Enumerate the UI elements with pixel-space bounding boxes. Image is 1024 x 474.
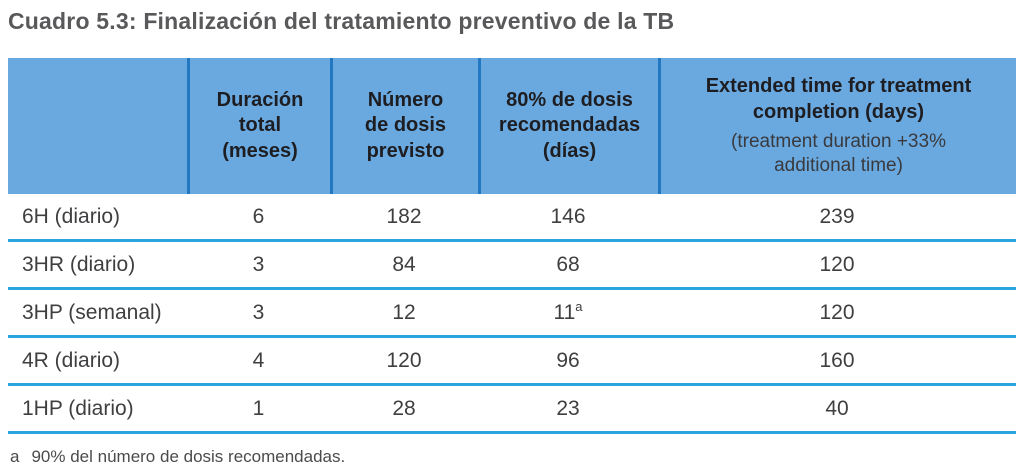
extended-time-cell: 239 xyxy=(819,204,855,228)
treatment-completion-table: Duración total (meses) Número de dosis p… xyxy=(8,58,1016,434)
table-row: 6H (diario) 6 182 146 239 xyxy=(8,194,1016,242)
doses-80pct-cell: 68 xyxy=(478,253,658,277)
header-extended-time-sub: (treatment duration +33% additional time… xyxy=(731,131,946,177)
doses-80pct-cell: 11a xyxy=(478,298,658,325)
footnote-marker: a xyxy=(10,447,20,466)
extended-time-cell: 120 xyxy=(819,300,855,324)
footnote-marker-sup: a xyxy=(575,298,583,314)
extended-time-cell: 160 xyxy=(819,348,855,372)
regimen-cell: 1HP (diario) xyxy=(22,396,134,420)
duration-cell: 1 xyxy=(252,396,265,420)
header-extended-time: Extended time for treatment completion (… xyxy=(658,58,1016,194)
header-doses-planned: Número de dosis previsto xyxy=(330,58,478,194)
doses-80pct-value: 96 xyxy=(556,348,580,372)
header-doses-80pct: 80% de dosis recomendadas (días) xyxy=(478,58,658,194)
doses-80pct-cell: 96 xyxy=(478,349,658,373)
doses-80pct-value: 146 xyxy=(550,204,586,228)
doses-80pct-value: 23 xyxy=(556,396,580,420)
doses-planned-cell: 120 xyxy=(386,348,422,372)
duration-cell: 6 xyxy=(252,204,265,228)
duration-cell: 4 xyxy=(252,348,265,372)
table-header-row: Duración total (meses) Número de dosis p… xyxy=(8,58,1016,194)
doses-planned-cell: 12 xyxy=(392,300,416,324)
table-row: 3HR (diario) 3 84 68 120 xyxy=(8,242,1016,290)
doses-80pct-value: 11 xyxy=(553,300,576,324)
doses-80pct-value: 68 xyxy=(556,252,580,276)
regimen-cell: 3HR (diario) xyxy=(22,252,136,276)
regimen-cell: 6H (diario) xyxy=(22,204,121,228)
extended-time-cell: 120 xyxy=(819,252,855,276)
table-row: 3HP (semanal) 3 12 11a 120 xyxy=(8,290,1016,338)
table-row: 1HP (diario) 1 28 23 40 xyxy=(8,386,1016,434)
doses-80pct-cell: 146 xyxy=(478,205,658,229)
header-extended-time-main: Extended time for treatment completion (… xyxy=(705,75,972,123)
header-regimen xyxy=(8,58,187,194)
header-duration: Duración total (meses) xyxy=(187,58,330,194)
regimen-cell: 3HP (semanal) xyxy=(22,300,162,324)
duration-cell: 3 xyxy=(252,252,265,276)
table-row: 4R (diario) 4 120 96 160 xyxy=(8,338,1016,386)
regimen-cell: 4R (diario) xyxy=(22,348,121,372)
extended-time-cell: 40 xyxy=(825,396,849,420)
doses-planned-cell: 182 xyxy=(386,204,422,228)
doses-planned-cell: 28 xyxy=(392,396,416,420)
table-title: Cuadro 5.3: Finalización del tratamiento… xyxy=(8,8,675,34)
duration-cell: 3 xyxy=(252,300,265,324)
footnote-text: 90% del número de dosis recomendadas. xyxy=(31,447,346,466)
table-footnote: a 90% del número de dosis recomendadas. xyxy=(8,447,1016,467)
doses-80pct-cell: 23 xyxy=(478,397,658,421)
doses-planned-cell: 84 xyxy=(392,252,416,276)
